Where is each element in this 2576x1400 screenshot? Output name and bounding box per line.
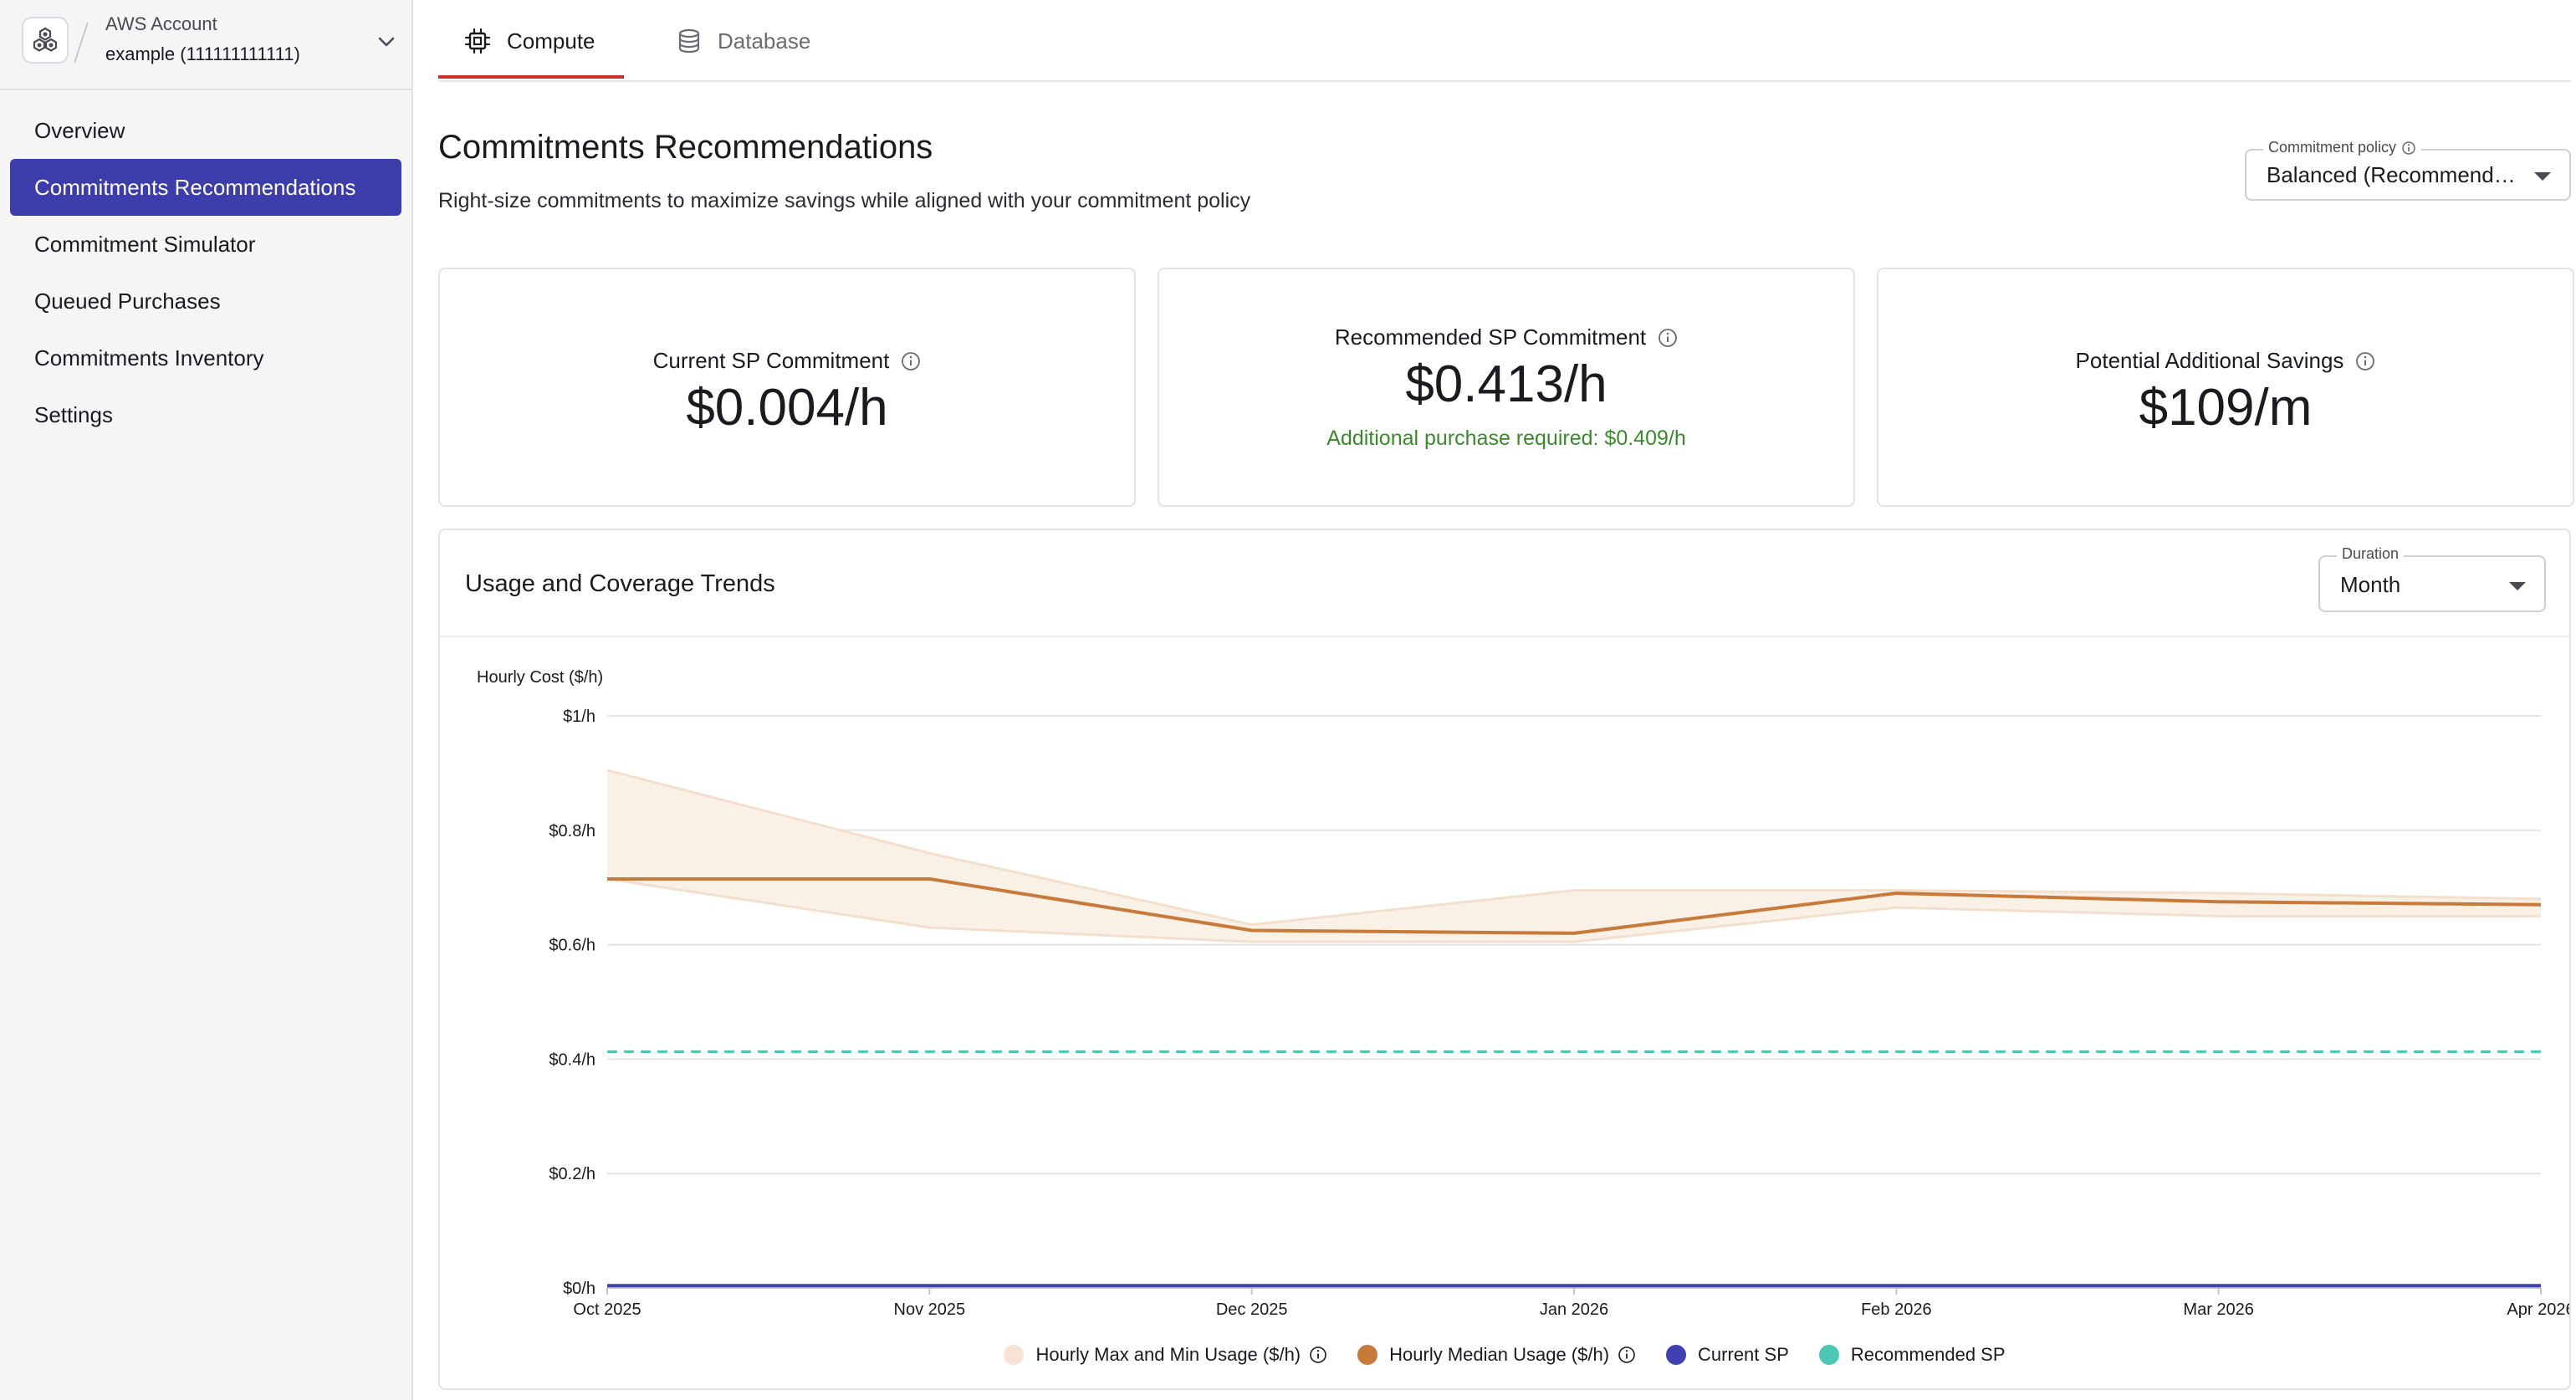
y-tick-label: $0.8/h: [549, 822, 595, 841]
sidebar-item-label: Queued Purchases: [34, 288, 221, 314]
legend-swatch: [1666, 1345, 1687, 1365]
info-icon[interactable]: [2401, 141, 2416, 156]
sidebar-nav: Overview Commitments Recommendations Com…: [10, 102, 401, 443]
y-tick-label: $0.6/h: [549, 937, 595, 955]
commitment-policy-label: Commitment policy: [2263, 139, 2422, 156]
sidebar: AWS Account example (111111111111) Overv…: [0, 0, 413, 1400]
commitment-policy-label-text: Commitment policy: [2268, 139, 2397, 156]
caret-down-icon: [2534, 172, 2551, 181]
info-icon[interactable]: [1309, 1346, 1327, 1364]
account-logo-icon: [22, 17, 69, 64]
legend-label: Recommended SP: [1850, 1344, 2006, 1365]
series-min-line: [606, 877, 2541, 943]
current-sp-card: Current SP Commitment $0.004/h: [438, 268, 1136, 507]
sidebar-item-overview[interactable]: Overview: [10, 102, 401, 159]
recommended-sp-value: $0.413/h: [1405, 355, 1607, 413]
sidebar-item-label: Commitment Simulator: [34, 231, 256, 257]
legend-item-recommended-sp[interactable]: Recommended SP: [1818, 1344, 2006, 1366]
main-content: Compute Database Commitments Recommendat…: [415, 0, 2576, 1400]
x-tick-label: Mar 2026: [2183, 1300, 2254, 1319]
trends-divider: [440, 636, 2569, 637]
tab-database[interactable]: Database: [676, 0, 810, 82]
potential-savings-value: $109/m: [2139, 379, 2313, 437]
commitment-policy-select[interactable]: Commitment policy Balanced (Recommended): [2245, 139, 2571, 201]
chevron-down-icon[interactable]: [373, 28, 400, 55]
x-tick-label: Apr 2026: [2507, 1300, 2569, 1319]
legend-item-median[interactable]: Hourly Median Usage ($/h): [1357, 1344, 1636, 1366]
current-sp-value: $0.004/h: [686, 379, 888, 437]
trends-title: Usage and Coverage Trends: [465, 570, 775, 597]
info-icon[interactable]: [1658, 328, 1678, 348]
potential-savings-label-text: Potential Additional Savings: [2075, 348, 2344, 373]
x-tick-label: Oct 2025: [573, 1300, 641, 1319]
y-axis-title: Hourly Cost ($/h): [477, 668, 603, 687]
account-divider: [74, 22, 89, 64]
page-title: Commitments Recommendations: [438, 129, 933, 166]
legend-item-current-sp[interactable]: Current SP: [1666, 1344, 1789, 1366]
tab-label: Compute: [507, 28, 595, 54]
info-icon[interactable]: [901, 351, 921, 371]
sidebar-item-commitment-simulator[interactable]: Commitment Simulator: [10, 216, 401, 273]
y-tick-label: $1/h: [563, 708, 595, 726]
account-switcher[interactable]: AWS Account example (111111111111): [0, 0, 411, 90]
recommended-sp-label: Recommended SP Commitment: [1159, 324, 1853, 350]
legend-swatch: [1818, 1345, 1839, 1365]
account-value: example (111111111111): [105, 43, 300, 64]
legend-swatch: [1357, 1345, 1378, 1365]
sidebar-item-label: Overview: [34, 117, 125, 143]
y-tick-label: $0.4/h: [549, 1050, 595, 1069]
x-tick-label: Feb 2026: [1861, 1300, 1932, 1319]
y-tick-label: $0.2/h: [549, 1165, 595, 1183]
x-tick-label: Jan 2026: [1540, 1300, 1608, 1319]
database-icon: [678, 28, 700, 54]
cpu-icon: [464, 28, 491, 54]
potential-savings-card: Potential Additional Savings $109/m: [1877, 268, 2574, 507]
sidebar-item-label: Commitments Recommendations: [34, 174, 356, 200]
info-icon[interactable]: [2355, 351, 2375, 371]
sidebar-item-queued-purchases[interactable]: Queued Purchases: [10, 273, 401, 330]
info-icon[interactable]: [1618, 1346, 1636, 1364]
legend-item-max-min[interactable]: Hourly Max and Min Usage ($/h): [1004, 1344, 1327, 1366]
usage-coverage-trends-card: Usage and Coverage Trends Duration Month…: [438, 529, 2571, 1390]
series-max-line: [606, 769, 2542, 927]
additional-purchase-note: Additional purchase required: $0.409/h: [1326, 427, 1686, 450]
current-sp-label-text: Current SP Commitment: [652, 348, 890, 373]
sidebar-item-settings[interactable]: Settings: [10, 386, 401, 443]
commitment-policy-value: Balanced (Recommended): [2267, 162, 2517, 187]
tab-bar: Compute Database: [438, 0, 2571, 82]
active-tab-indicator: [438, 75, 624, 79]
chart-legend: Hourly Max and Min Usage ($/h) Hourly Me…: [440, 1338, 2569, 1372]
sidebar-item-commitments-inventory[interactable]: Commitments Inventory: [10, 330, 401, 386]
series-median-usage: [607, 876, 2542, 935]
y-tick-label: $0/h: [563, 1280, 595, 1298]
sidebar-item-label: Commitments Inventory: [34, 345, 264, 370]
recommended-sp-card: Recommended SP Commitment $0.413/h Addit…: [1158, 268, 1855, 507]
potential-savings-label: Potential Additional Savings: [1878, 348, 2573, 374]
tab-label: Database: [718, 28, 811, 54]
legend-label: Hourly Median Usage ($/h): [1389, 1344, 1610, 1365]
legend-label: Hourly Max and Min Usage ($/h): [1035, 1344, 1301, 1365]
recommended-sp-label-text: Recommended SP Commitment: [1334, 324, 1647, 350]
x-tick-label: Dec 2025: [1216, 1300, 1288, 1319]
duration-label: Duration: [2337, 545, 2405, 563]
legend-label: Current SP: [1698, 1344, 1789, 1365]
account-label: AWS Account: [105, 13, 217, 34]
usage-chart: Hourly Cost ($/h) $0/h $0.2/h $0.4/h $0.6/h $…: [477, 668, 2569, 1319]
caret-down-icon: [2509, 582, 2526, 590]
duration-select[interactable]: Duration Month: [2318, 545, 2546, 612]
legend-swatch: [1004, 1345, 1025, 1365]
x-tick-label: Nov 2025: [894, 1300, 966, 1319]
tab-compute[interactable]: Compute: [463, 0, 595, 82]
current-sp-label: Current SP Commitment: [440, 348, 1134, 374]
sidebar-item-label: Settings: [34, 401, 113, 427]
duration-label-text: Duration: [2342, 545, 2400, 562]
sidebar-item-commitments-recommendations[interactable]: Commitments Recommendations: [10, 159, 401, 216]
page-subtitle: Right-size commitments to maximize savin…: [438, 189, 1251, 212]
